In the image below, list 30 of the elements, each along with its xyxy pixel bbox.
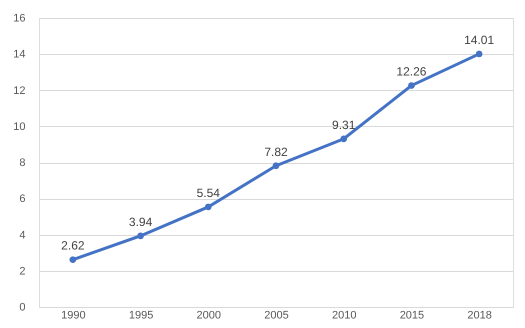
point xyxy=(340,135,348,142)
data-label: 7.82 xyxy=(264,144,288,159)
y-tick-label: 2 xyxy=(19,265,26,278)
point xyxy=(408,82,415,89)
point xyxy=(204,204,212,210)
data-label: 5.54 xyxy=(196,186,220,200)
x-tick-label: 2015 xyxy=(400,310,424,322)
y-tick-label: 8 xyxy=(19,157,26,169)
y-tick-label: 0 xyxy=(19,302,26,314)
y-tick-label: 16 xyxy=(13,12,26,24)
point xyxy=(476,50,482,58)
x-tick-label: 1995 xyxy=(128,310,154,322)
y-tick-label: 12 xyxy=(13,84,26,97)
x-tick-label: 2005 xyxy=(264,310,289,322)
data-label: 14.01 xyxy=(464,32,494,47)
data-label: 2.62 xyxy=(61,238,85,253)
data-label: 9.31 xyxy=(332,118,356,132)
point xyxy=(137,232,144,240)
point xyxy=(272,162,280,170)
point xyxy=(70,256,76,264)
y-tick-label: 6 xyxy=(19,193,26,206)
x-tick-label: 2018 xyxy=(467,310,492,322)
y-tick-label: 4 xyxy=(19,229,26,242)
data-label: 12.26 xyxy=(396,64,427,79)
data-label: 3.94 xyxy=(128,214,153,229)
x-tick-label: 1990 xyxy=(61,310,86,322)
x-tick-label: 2010 xyxy=(332,310,356,322)
x-tick-label: 2000 xyxy=(196,310,222,322)
y-tick-label: 10 xyxy=(13,120,26,133)
y-tick-label: 14 xyxy=(13,48,26,61)
